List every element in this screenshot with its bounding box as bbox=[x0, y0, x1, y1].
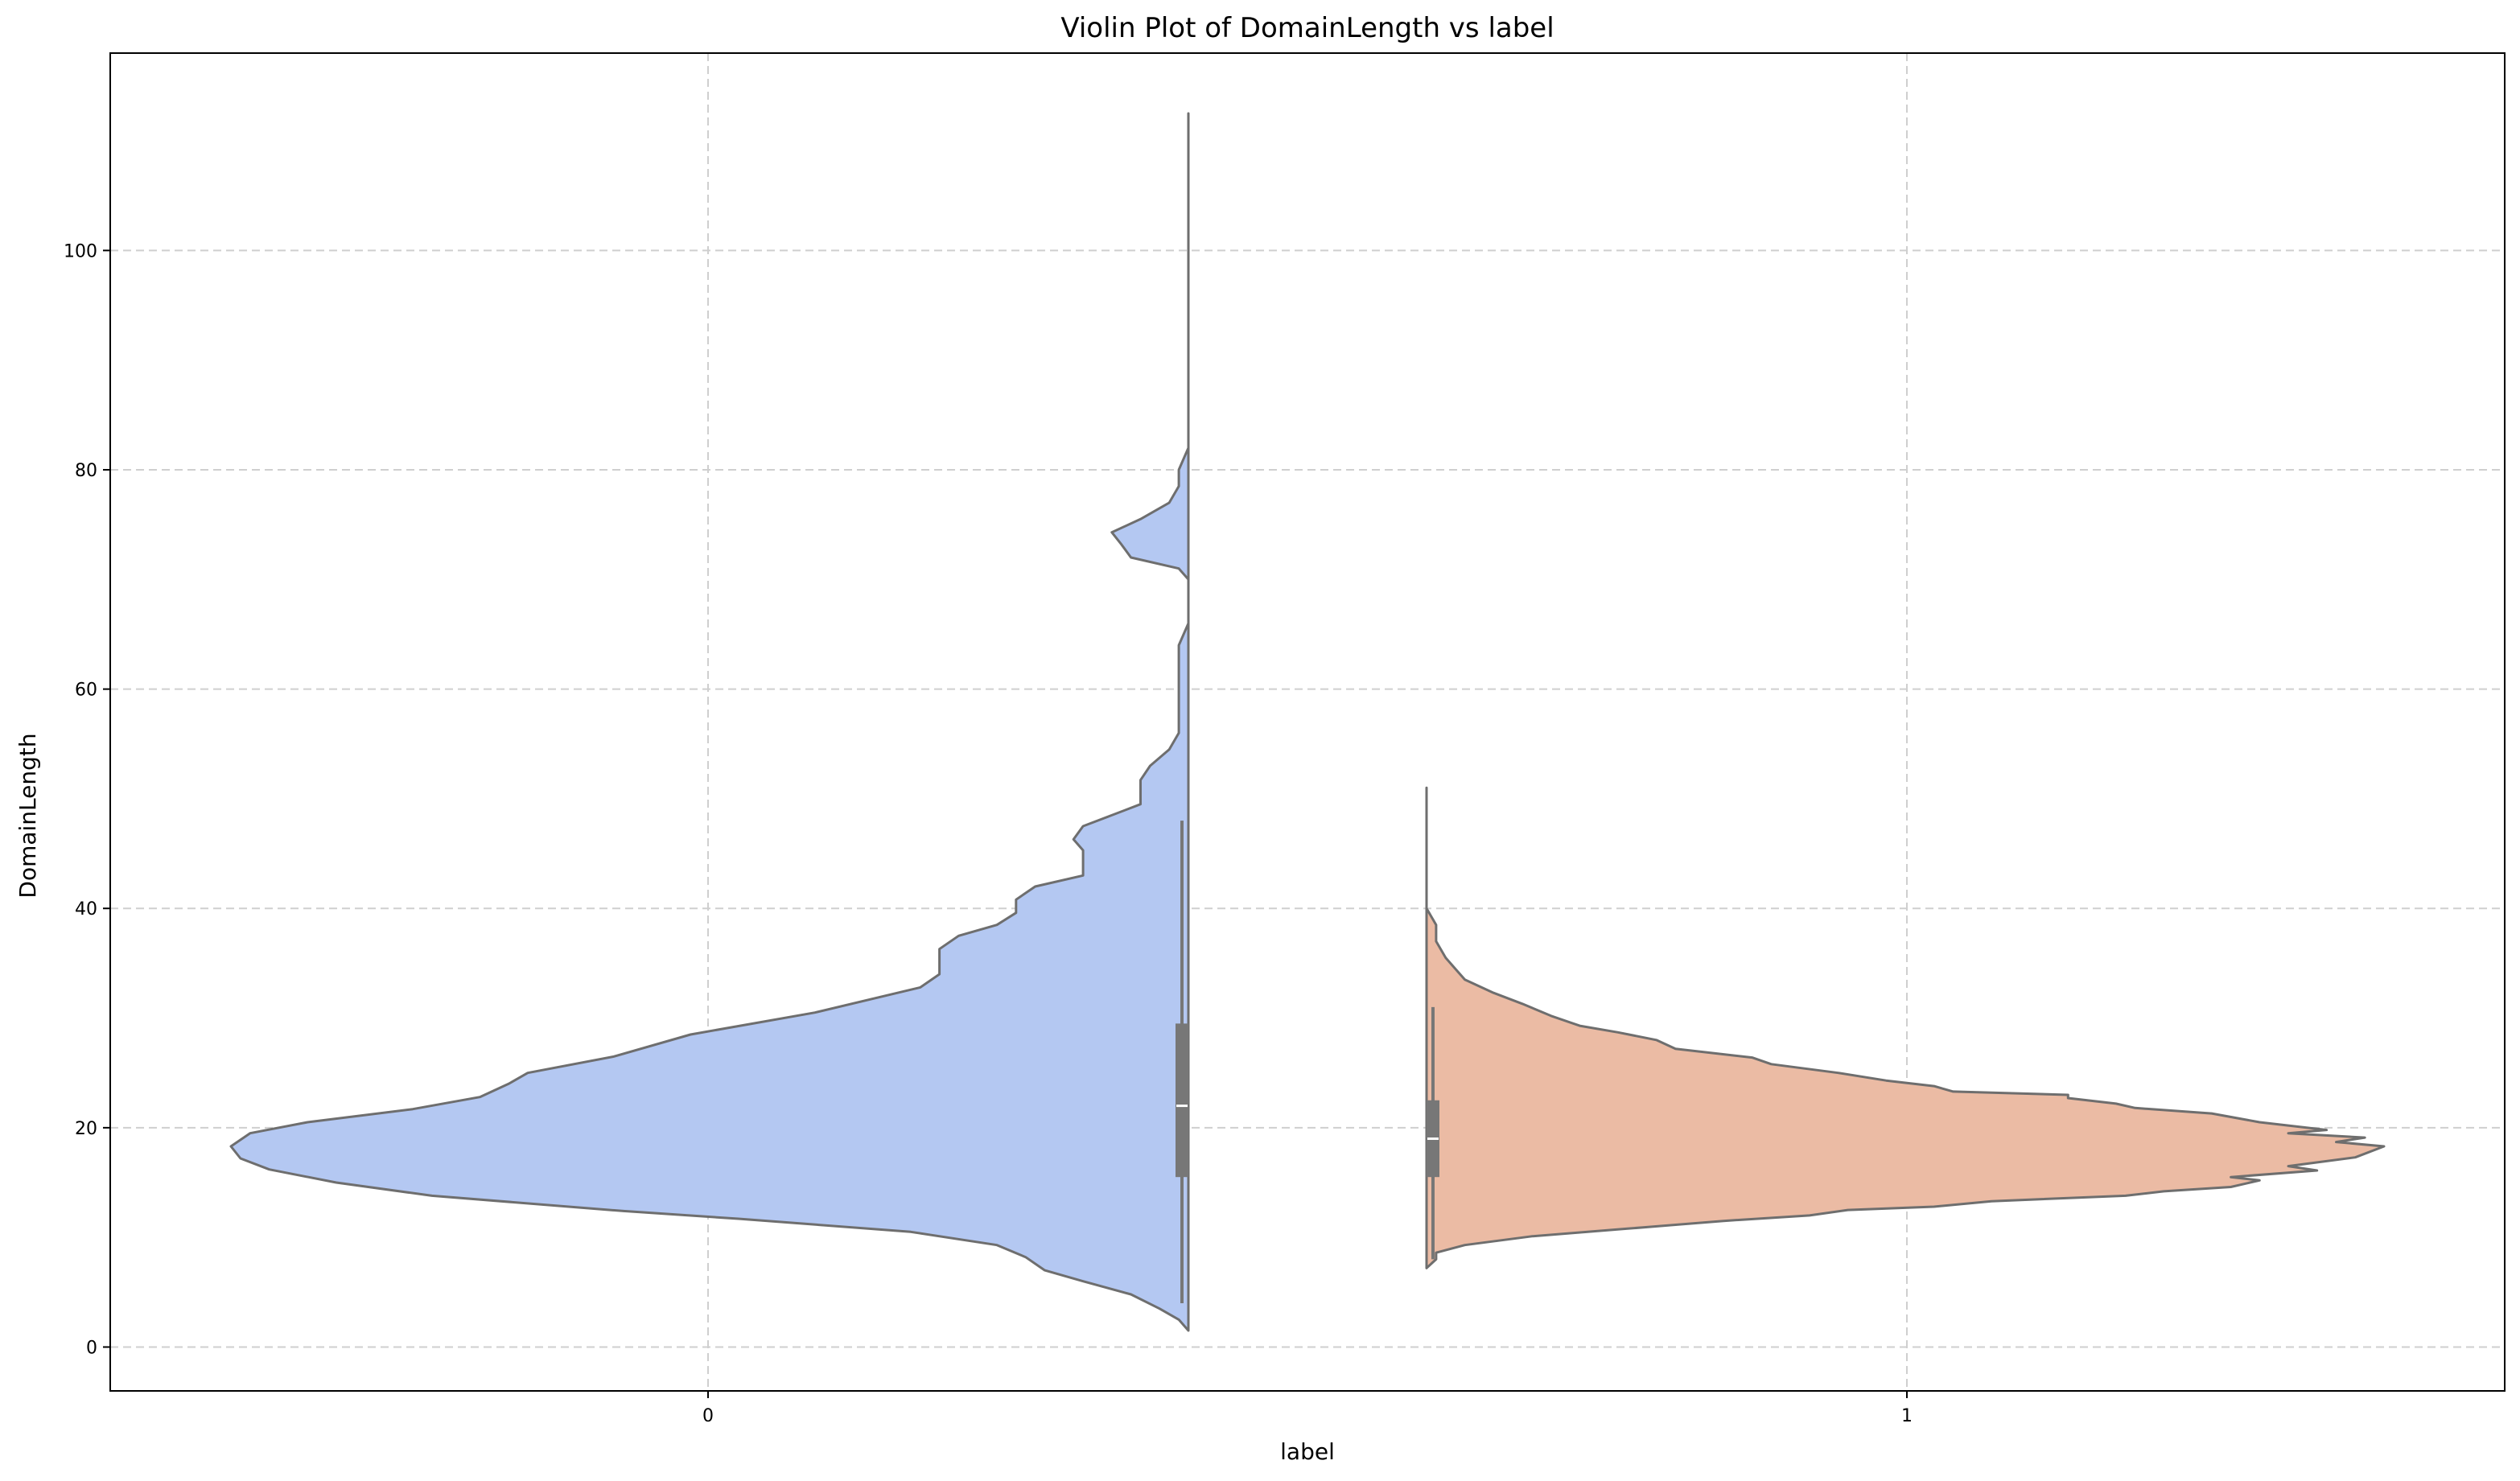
violin-body-1 bbox=[1425, 786, 2386, 1269]
chart-title: Violin Plot of DomainLength vs label bbox=[1060, 12, 1554, 44]
violin-bodies bbox=[229, 112, 2386, 1332]
y-tick-label: 100 bbox=[64, 241, 97, 261]
y-tick-label: 40 bbox=[75, 899, 97, 919]
x-tick-label: 0 bbox=[702, 1406, 714, 1426]
iqr-box-0 bbox=[1176, 1023, 1188, 1178]
y-axis-title: DomainLength bbox=[14, 733, 41, 898]
y-tick-label: 20 bbox=[75, 1119, 97, 1139]
axis-ticks: 0 20 40 60 80 100 0 1 bbox=[64, 241, 1913, 1426]
y-tick-label: 80 bbox=[75, 461, 97, 481]
violin-body-0 bbox=[229, 112, 1190, 1332]
x-tick-label: 1 bbox=[1901, 1406, 1913, 1426]
x-axis-title: label bbox=[1280, 1438, 1335, 1465]
plot-frame bbox=[109, 52, 2506, 1392]
y-tick-label: 0 bbox=[86, 1338, 97, 1358]
inner-box-plots bbox=[1176, 821, 1439, 1303]
y-tick-label: 60 bbox=[75, 681, 97, 701]
